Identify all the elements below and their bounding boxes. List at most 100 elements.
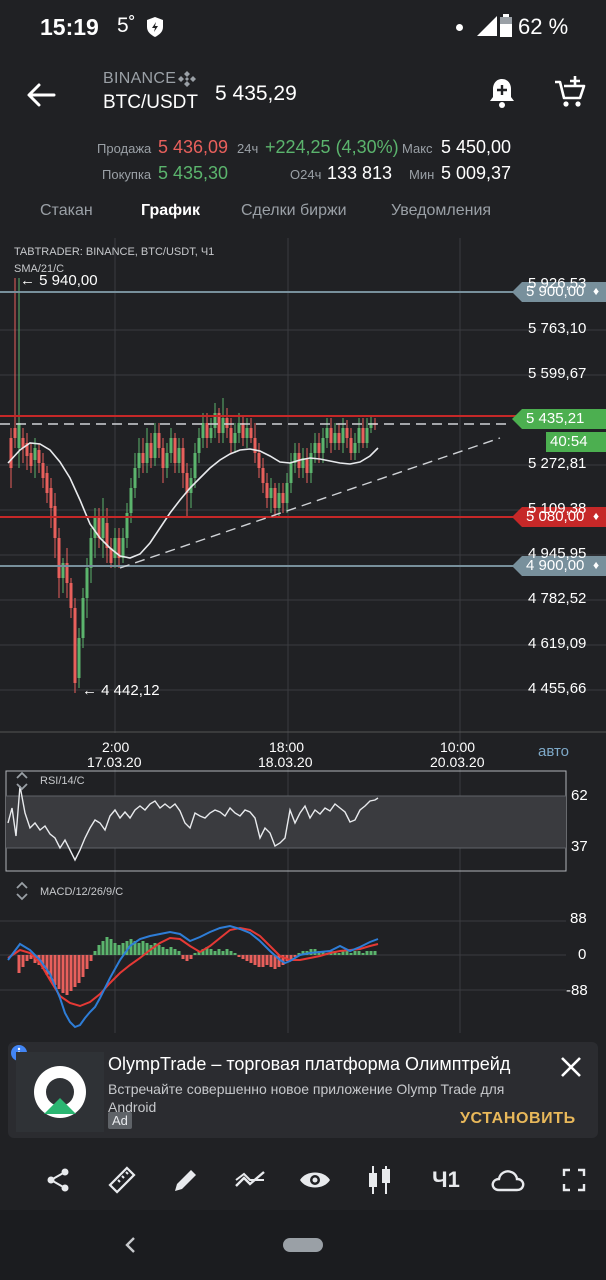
macd-histogram-bar	[77, 955, 81, 983]
tab-bar: Стакан График Сделки биржи Уведомления	[0, 194, 606, 234]
macd-histogram-bar	[321, 951, 325, 955]
close-icon[interactable]	[558, 1054, 584, 1080]
candle	[185, 473, 189, 493]
fullscreen-button[interactable]	[556, 1162, 592, 1198]
olymptrade-logo-icon	[34, 1066, 86, 1118]
candle	[313, 443, 317, 453]
alert-tag-4900[interactable]	[512, 556, 606, 576]
macd-histogram-bar	[141, 941, 145, 955]
macd-histogram-bar	[181, 955, 185, 959]
ad-title: OlympTrade – торговая платформа Олимптре…	[108, 1054, 511, 1074]
candle	[285, 483, 289, 503]
candle	[229, 428, 233, 443]
current-price-label: 5 435,21	[526, 410, 585, 427]
nav-back-icon[interactable]	[122, 1234, 138, 1256]
alert-tag-5080[interactable]	[512, 507, 606, 527]
macd-histogram-bar	[69, 955, 73, 991]
candle	[369, 423, 373, 428]
add-to-portfolio-icon[interactable]	[553, 74, 587, 110]
header-price: 5 435,29	[215, 82, 297, 105]
pencil-icon	[175, 1170, 196, 1191]
candle	[77, 638, 81, 678]
macd-histogram-bar	[289, 955, 293, 959]
candle	[153, 433, 157, 458]
candle	[145, 443, 149, 463]
candle	[57, 538, 61, 578]
candle	[349, 438, 353, 453]
back-arrow-icon[interactable]	[24, 78, 58, 112]
candle	[141, 453, 145, 463]
candle	[81, 598, 85, 638]
candle	[233, 433, 237, 443]
advertiser-logo	[16, 1052, 104, 1132]
macd-histogram-bar	[353, 951, 357, 955]
candle	[65, 563, 69, 583]
tab-chart[interactable]: График	[141, 202, 200, 219]
macd-histogram-bar	[301, 951, 305, 955]
draw-button[interactable]	[168, 1162, 204, 1198]
tab-trades[interactable]: Сделки биржи	[241, 202, 347, 219]
macd-histogram-bar	[177, 951, 181, 955]
candle	[357, 428, 361, 443]
candle	[53, 506, 57, 538]
alert-label: 4 900,00	[526, 557, 585, 574]
macd-histogram-bar	[49, 955, 53, 981]
macd-histogram-bar	[17, 955, 21, 973]
ad-banner[interactable]: OlympTrade – торговая платформа Олимптре…	[8, 1042, 598, 1138]
macd-histogram-bar	[97, 945, 101, 955]
candle	[365, 428, 369, 443]
timeframe-button[interactable]: Ч1	[424, 1162, 468, 1198]
indicators-button[interactable]	[232, 1162, 268, 1198]
time-tick: 18:00	[269, 739, 305, 755]
price-chart[interactable]: TABTRADER: BINANCE, BTC/USDT, Ч1 SMA/21/…	[0, 238, 606, 1038]
candle	[269, 488, 273, 498]
macd-histogram-bar	[145, 943, 149, 955]
macd-histogram-bar	[213, 951, 217, 955]
battery-percent: 62 %	[518, 14, 569, 39]
chart-canvas[interactable]	[0, 238, 606, 1038]
alert-label: 5 900,00	[526, 283, 585, 300]
ruler-button[interactable]	[104, 1162, 140, 1198]
low-marker: ← 4 442,12	[82, 682, 160, 699]
auto-scale-button[interactable]: авто	[538, 743, 570, 760]
sma-label: SMA/21/C	[14, 263, 65, 275]
max-label: Макс	[402, 141, 433, 156]
candle	[341, 428, 345, 443]
candle	[189, 478, 193, 493]
home-pill[interactable]	[283, 1238, 323, 1252]
macd-histogram-bar	[53, 955, 57, 985]
share-button[interactable]	[40, 1162, 76, 1198]
macd-histogram-bar	[193, 953, 197, 955]
indicator-icon	[235, 1171, 265, 1187]
time-tick: 2:00	[102, 739, 130, 755]
macd-histogram-bar	[241, 955, 245, 959]
visibility-button[interactable]	[297, 1162, 333, 1198]
candle	[97, 518, 101, 538]
fullscreen-icon	[562, 1168, 586, 1192]
cloud-button[interactable]	[490, 1162, 526, 1198]
collapse-chevron-icon[interactable]	[14, 770, 30, 792]
tab-orderbook[interactable]: Стакан	[40, 202, 93, 219]
tab-alerts[interactable]: Уведомления	[391, 202, 492, 219]
macd-histogram-bar	[113, 943, 117, 955]
macd-histogram-bar	[93, 951, 97, 955]
add-alert-icon[interactable]	[486, 76, 518, 110]
candle	[41, 463, 45, 478]
macd-histogram-bar	[117, 945, 121, 955]
min-value: 5 009,37	[441, 163, 512, 183]
candle	[101, 518, 105, 538]
candle	[345, 428, 349, 438]
chart-type-button[interactable]	[362, 1162, 398, 1198]
alert-tag-5900[interactable]	[512, 282, 606, 302]
install-button[interactable]: УСТАНОВИТЬ	[460, 1110, 576, 1127]
collapse-chevron-icon[interactable]	[14, 880, 30, 902]
candle-countdown: 40:54	[550, 433, 588, 450]
candle	[273, 488, 277, 508]
status-temperature: 5˚	[117, 14, 136, 37]
candle	[213, 413, 217, 428]
macd-histogram-bar	[209, 949, 213, 955]
candle	[105, 523, 109, 548]
candle	[117, 538, 121, 558]
macd-histogram-bar	[73, 955, 77, 987]
candle	[209, 428, 213, 438]
